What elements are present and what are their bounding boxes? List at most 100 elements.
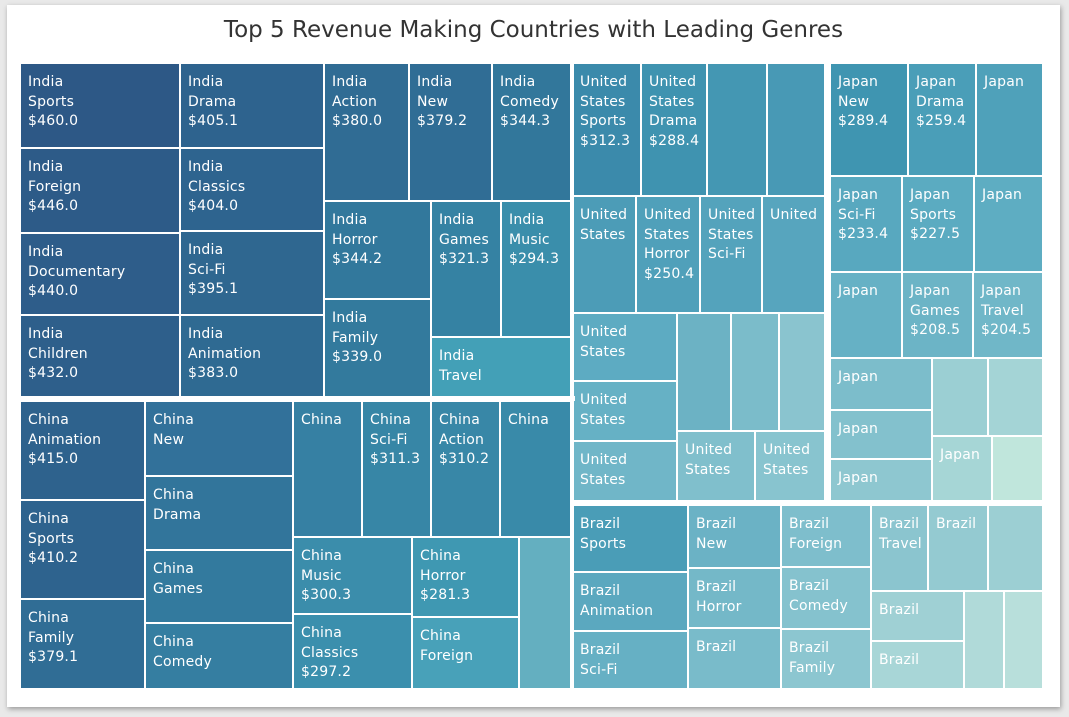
treemap-tile-india-foreign[interactable]: India Foreign $446.0	[20, 148, 180, 233]
treemap-tile-brazil-comedy[interactable]: Brazil Comedy	[781, 567, 871, 629]
treemap-tile-india-family[interactable]: India Family $339.0	[324, 299, 431, 397]
treemap-tile-united-states-12[interactable]	[779, 313, 825, 431]
treemap-tile-brazil-6[interactable]: Brazil	[688, 628, 781, 689]
treemap-tile-china-comedy[interactable]: China Comedy	[145, 623, 293, 689]
treemap-tile-united-states-sci-fi[interactable]: United States Sci-Fi	[700, 196, 762, 313]
tile-label-line: Brazil	[789, 516, 830, 532]
treemap-tile-china-games[interactable]: China Games	[145, 550, 293, 623]
treemap-tile-china-8[interactable]: China	[293, 401, 362, 537]
treemap-tile-brazil-12[interactable]	[988, 505, 1043, 591]
treemap-tile-japan-12[interactable]	[988, 358, 1043, 436]
treemap-tile-japan-new[interactable]: Japan New $289.4	[830, 63, 908, 176]
treemap-tile-india-sports[interactable]: India Sports $460.0	[20, 63, 180, 148]
treemap-tile-united-states-8[interactable]: United	[762, 196, 825, 313]
treemap-tile-japan-sports[interactable]: Japan Sports $227.5	[902, 176, 974, 272]
treemap-tile-united-states-4[interactable]	[767, 63, 825, 196]
treemap-tile-brazil-horror[interactable]: Brazil Horror	[688, 568, 781, 628]
tile-label: United States	[580, 206, 627, 245]
treemap-tile-brazil-sports[interactable]: Brazil Sports	[572, 505, 688, 572]
tile-label-line: Animation	[580, 602, 654, 619]
treemap-tile-brazil-13[interactable]: Brazil	[871, 591, 964, 641]
treemap-tile-brazil-14[interactable]: Brazil	[871, 641, 964, 689]
treemap-tile-india-sci-fi[interactable]: India Sci-Fi $395.1	[180, 231, 324, 315]
treemap-tile-china-drama[interactable]: China Drama	[145, 476, 293, 550]
tile-label-line: Music	[301, 567, 342, 584]
treemap-tile-india-comedy[interactable]: India Comedy $344.3	[492, 63, 575, 201]
treemap-tile-japan-13[interactable]: Japan	[830, 410, 932, 459]
treemap-tile-united-states-3[interactable]	[707, 63, 767, 196]
tile-label-line: Sports	[580, 113, 627, 129]
treemap-tile-japan-travel[interactable]: Japan Travel $204.5	[973, 272, 1043, 358]
treemap-tile-india-documentary[interactable]: India Documentary $440.0	[20, 233, 180, 315]
treemap-tile-china-16[interactable]	[519, 537, 575, 689]
treemap-tile-brazil-animation[interactable]: Brazil Animation	[572, 572, 688, 631]
tile-label-line: Travel	[981, 302, 1024, 319]
tile-label-line: Japan	[910, 187, 951, 203]
treemap-tile-united-states-15[interactable]: United States	[677, 431, 755, 501]
tile-label-line: States	[649, 93, 695, 110]
country-group-separator	[20, 396, 575, 401]
treemap-tile-china-11[interactable]: China	[500, 401, 575, 537]
treemap-tile-brazil-11[interactable]: Brazil	[928, 505, 988, 591]
treemap-tile-united-states-10[interactable]	[677, 313, 731, 431]
treemap-tile-china-horror[interactable]: China Horror $281.3	[412, 537, 519, 617]
treemap-tile-brazil-travel[interactable]: Brazil Travel	[871, 505, 928, 591]
treemap-tile-brazil-15[interactable]	[964, 591, 1004, 689]
tile-label-line: China	[28, 412, 69, 428]
treemap-tile-china-sports[interactable]: China Sports $410.2	[20, 500, 145, 599]
treemap: India Sports $460.0 India Foreign $446.0 India…	[7, 5, 1060, 707]
treemap-tile-china-sci-fi[interactable]: China Sci-Fi $311.3	[362, 401, 431, 537]
tile-label-line: States	[580, 471, 626, 488]
treemap-tile-united-states-9[interactable]: United States	[572, 313, 677, 381]
treemap-tile-japan-11[interactable]	[932, 358, 988, 436]
treemap-tile-united-states-14[interactable]: United States	[572, 441, 677, 501]
treemap-tile-japan-sci-fi[interactable]: Japan Sci-Fi $233.4	[830, 176, 902, 272]
treemap-tile-japan-14[interactable]: Japan	[830, 459, 932, 501]
treemap-tile-india-action[interactable]: India Action $380.0	[324, 63, 409, 201]
treemap-tile-united-states-11[interactable]	[731, 313, 779, 431]
tile-label: Japan New $289.4	[838, 73, 888, 132]
tile-label-line: India	[188, 326, 224, 342]
treemap-tile-united-states-5[interactable]: United States	[572, 196, 636, 313]
treemap-tile-brazil-new[interactable]: Brazil New	[688, 505, 781, 568]
treemap-tile-india-animation[interactable]: India Animation $383.0	[180, 315, 324, 397]
treemap-tile-japan-games[interactable]: Japan Games $208.5	[902, 272, 973, 358]
treemap-tile-india-classics[interactable]: India Classics $404.0	[180, 148, 324, 231]
treemap-tile-china-foreign[interactable]: China Foreign	[412, 617, 519, 689]
treemap-tile-india-games[interactable]: India Games $321.3	[431, 201, 501, 337]
treemap-tile-japan-16[interactable]	[992, 436, 1043, 501]
treemap-tile-japan-drama[interactable]: Japan Drama $259.4	[908, 63, 976, 176]
tile-label-line: China	[153, 634, 194, 650]
tile-label-line: Travel	[439, 367, 482, 384]
tile-label-line: $294.3	[509, 251, 560, 267]
treemap-tile-china-music[interactable]: China Music $300.3	[293, 537, 412, 614]
treemap-tile-india-music[interactable]: India Music $294.3	[501, 201, 575, 337]
treemap-tile-china-animation[interactable]: China Animation $415.0	[20, 401, 145, 500]
treemap-tile-united-states-sports[interactable]: United States Sports $312.3	[572, 63, 641, 196]
treemap-tile-japan-3[interactable]: Japan	[976, 63, 1043, 176]
treemap-tile-united-states-horror[interactable]: United States Horror $250.4	[636, 196, 700, 313]
treemap-tile-japan-15[interactable]: Japan	[932, 436, 992, 501]
treemap-tile-brazil-16[interactable]	[1004, 591, 1043, 689]
treemap-tile-brazil-family[interactable]: Brazil Family	[781, 629, 871, 689]
treemap-tile-brazil-sci-fi[interactable]: Brazil Sci-Fi	[572, 631, 688, 689]
tile-label-line: Brazil	[580, 583, 621, 599]
treemap-tile-brazil-foreign[interactable]: Brazil Foreign	[781, 505, 871, 567]
chart-card: Top 5 Revenue Making Countries with Lead…	[7, 5, 1060, 707]
treemap-tile-india-travel[interactable]: India Travel	[431, 337, 575, 397]
treemap-tile-japan-6[interactable]: Japan	[974, 176, 1043, 272]
tile-label-line: China	[508, 412, 549, 428]
treemap-tile-china-action[interactable]: China Action $310.2	[431, 401, 500, 537]
treemap-tile-china-new[interactable]: China New	[145, 401, 293, 476]
treemap-tile-united-states-drama[interactable]: United States Drama $288.4	[641, 63, 707, 196]
treemap-tile-united-states-16[interactable]: United States	[755, 431, 825, 501]
treemap-tile-united-states-13[interactable]: United States	[572, 381, 677, 441]
treemap-tile-japan-7[interactable]: Japan	[830, 272, 902, 358]
treemap-tile-china-classics[interactable]: China Classics $297.2	[293, 614, 412, 689]
treemap-tile-india-drama[interactable]: India Drama $405.1	[180, 63, 324, 148]
treemap-tile-china-family[interactable]: China Family $379.1	[20, 599, 145, 689]
treemap-tile-india-horror[interactable]: India Horror $344.2	[324, 201, 431, 299]
treemap-tile-japan-10[interactable]: Japan	[830, 358, 932, 410]
treemap-tile-india-new[interactable]: India New $379.2	[409, 63, 492, 201]
treemap-tile-india-children[interactable]: India Children $432.0	[20, 315, 180, 397]
